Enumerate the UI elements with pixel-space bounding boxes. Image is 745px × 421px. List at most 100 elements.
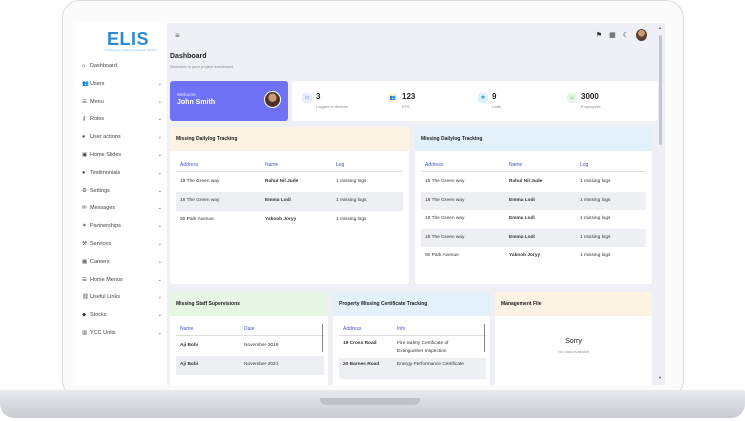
table-cell: Energy Performance Certificate [397, 362, 464, 367]
table-cell: Emma Lodi [265, 198, 291, 203]
table-row[interactable]: 19 Cross Road Fire Safety Certificate of E… [339, 337, 486, 358]
table-cell: 18 The Green way [425, 197, 465, 203]
table-cell: 18 The Green way [180, 198, 220, 203]
moon-icon[interactable]: ☾ [622, 32, 629, 39]
sidebar-item-roles[interactable]: ⚷ Roles ⌄ [82, 113, 162, 125]
sidebar-item-stocks[interactable]: ◆ Stocks ⌄ [82, 309, 162, 321]
sidebar-item-label: Stocks [90, 312, 107, 319]
home-icon: ⌂ [82, 63, 86, 69]
smile-icon: ☺ [567, 93, 577, 103]
sidebar-item-testimonials[interactable]: ● Testimonials ⌄ [82, 167, 162, 179]
welcome-name: John Smith [177, 99, 216, 106]
chevron-down-icon: ⌄ [157, 276, 162, 283]
table-cell: 18 The Green way [425, 216, 465, 221]
missing-dailylog-card-1: Missing Dailylog Tracking Address Name Log… [170, 127, 409, 284]
certificate-table: Address Info 19 Cross Road Fire Safety Cert… [339, 324, 486, 385]
chevron-down-icon: ⌄ [157, 294, 162, 301]
cube-icon: ◆ [82, 312, 87, 319]
column-header: Log [580, 162, 589, 168]
table-cell: Emma Lodi [509, 197, 535, 203]
table-cell: 1 missing logs [580, 253, 611, 258]
table-row[interactable]: Aji Bobi November-2021 [176, 356, 324, 375]
sidebar-item-partnerships[interactable]: ✶ Partnerships ⌄ [82, 220, 162, 232]
list-icon: ☰ [82, 276, 87, 283]
inner-scrollbar[interactable] [322, 324, 323, 352]
star-icon: ✱ [478, 93, 488, 103]
table-row[interactable]: 18 The Green way Emma Lodi 1 missing logs [421, 228, 646, 247]
image-icon: ▣ [82, 152, 88, 158]
chevron-down-icon: ⌄ [157, 80, 162, 87]
card-title: Management File [495, 292, 652, 316]
sidebar-item-label: YCC Units [90, 330, 116, 336]
sidebar-item-user-actions[interactable]: ● User actions ⌄ [82, 131, 162, 143]
table-row[interactable]: 18 The Green way Emma Lodi 1 missing logs [421, 210, 646, 229]
table-cell: 90 Park Avenue [180, 217, 214, 222]
grid-icon[interactable]: ▦ [609, 32, 616, 39]
dailylog-table-1: Address Name Log 18 The Green way Rahul Nil … [176, 160, 403, 280]
header-divider [176, 335, 324, 336]
sidebar-item-useful-links[interactable]: ⛓ Useful Links ⌄ [82, 291, 162, 303]
sidebar-item-home-menus[interactable]: ☰ Home Menus ⌄ [82, 274, 162, 286]
stat-label: FPS [402, 104, 410, 109]
sidebar-item-dashboard[interactable]: ⌂ Dashboard [82, 60, 162, 72]
flag-icon[interactable]: ⚑ [595, 32, 603, 39]
user-avatar[interactable] [636, 29, 647, 41]
table-cell: 1 missing logs [580, 216, 611, 221]
inner-scrollbar[interactable] [484, 324, 485, 352]
chevron-down-icon: ⌄ [157, 98, 162, 105]
table-row[interactable]: 90 Park Avenue Yakoob Joryy 1 missing logs [421, 247, 646, 266]
sidebar-item-label: Roles [90, 116, 105, 123]
chevron-down-icon: ⌄ [157, 223, 162, 230]
column-header: Address [425, 162, 444, 168]
chevron-down-icon: ⌄ [157, 116, 162, 123]
stat-value: 9 [492, 92, 497, 101]
table-row[interactable]: 18 The Green way Emma Lodi 1 missing logs [176, 192, 403, 211]
table-row[interactable]: 20 Barnes Road Energy Performance Certifi… [339, 358, 486, 379]
header-divider [176, 171, 403, 172]
welcome-avatar [264, 91, 281, 108]
column-header: Address [343, 326, 362, 332]
sidebar-item-users[interactable]: 👥 Users ⌄ [82, 78, 162, 90]
property-certificate-card: Property Missing Certificate Tracking Ad… [333, 292, 490, 385]
scroll-up-icon[interactable]: ▲ [658, 25, 662, 30]
link-icon: ⛓ [82, 294, 89, 301]
sidebar-item-careers[interactable]: ▦ Careers ⌄ [82, 256, 162, 268]
sidebar-item-services[interactable]: ⚒ Services ⌄ [82, 238, 162, 250]
table-row[interactable]: 90 Park Avenue Yakoob Joryy 1 missing logs [176, 211, 403, 230]
sidebar-item-ycc-units[interactable]: ▥ YCC Units ⌄ [82, 327, 162, 339]
sidebar-item-label: Services [90, 241, 112, 247]
missing-dailylog-card-2: Missing Dailylog Tracking Address Name Log… [415, 127, 652, 284]
table-row[interactable]: 18 The Green way Rahul Nil Jude 1 missing … [421, 173, 646, 192]
sidebar-item-menu[interactable]: ☰ Menu ⌄ [82, 96, 162, 108]
hamburger-menu-button[interactable]: ≡ [175, 31, 180, 40]
sidebar-item-label: Careers [90, 258, 110, 265]
scroll-down-icon[interactable]: ▼ [658, 375, 662, 380]
key-icon: ⚷ [82, 116, 87, 123]
chevron-down-icon: ⌄ [157, 187, 162, 194]
sidebar-item-label: Messages [90, 205, 116, 212]
units-icon: ▥ [82, 330, 88, 336]
table-row[interactable]: Aji Bobi November-2019 [176, 337, 324, 356]
chevron-down-icon: ⌄ [157, 330, 162, 336]
table-cell: 1 missing logs [580, 197, 611, 203]
stats-card: ▭ 3 Logged in devices 👥 123 FPS ✱ 9 Units ☺ 3000 Em… [292, 81, 658, 121]
table-row[interactable]: 18 The Green way Emma Lodi 1 missing logs [421, 191, 646, 210]
header-divider [421, 171, 646, 172]
sidebar-item-settings[interactable]: ⚙ Settings ⌄ [82, 185, 162, 197]
app-logo[interactable]: ELIS [107, 29, 150, 49]
table-cell: 1 missing logs [336, 198, 367, 203]
sidebar-item-label: Testimonials [90, 169, 121, 176]
sidebar-item-messages[interactable]: ✉ Messages ⌄ [82, 202, 162, 214]
table-cell: November-2021 [244, 362, 279, 367]
page-scrollbar[interactable]: ▲ ▼ [658, 25, 663, 380]
sidebar-item-home-slides[interactable]: ▣ Home Slides ⌄ [82, 149, 162, 161]
users-icon: 👥 [388, 93, 398, 103]
column-header: Address [180, 162, 199, 168]
scroll-thumb[interactable] [659, 35, 662, 145]
comment-icon: ● [82, 169, 86, 176]
table-row[interactable]: 18 The Green way Rahul Nil Jude 1 missing … [176, 173, 403, 192]
column-header: Date [244, 326, 255, 332]
column-header: Name [265, 162, 279, 168]
handshake-icon: ✶ [82, 223, 87, 230]
table-cell: Aji Bobi [180, 343, 199, 348]
